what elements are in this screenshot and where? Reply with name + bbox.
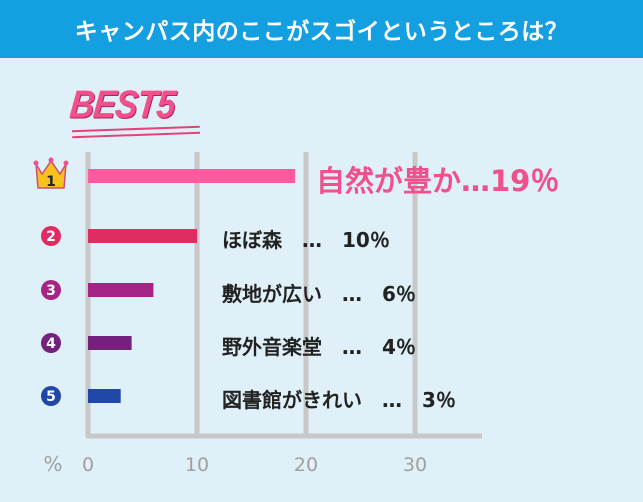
x-tick-label-2: 20 — [294, 454, 318, 476]
bar-1 — [88, 169, 296, 183]
bar-2 — [88, 229, 197, 243]
bar-label-4: 野外音楽堂 … 4％ — [222, 335, 416, 359]
bar-5 — [88, 389, 121, 403]
x-axis-unit: % — [43, 452, 62, 476]
rank-badge-3: 3 — [41, 280, 61, 300]
bar-label-3: 敷地が広い … 6％ — [222, 282, 416, 306]
crown-icon: 1 — [33, 157, 69, 190]
x-tick-label-0: 0 — [82, 454, 94, 476]
rank-badge-4: 4 — [41, 333, 61, 353]
bars — [88, 169, 296, 403]
bar-label-2: ほぼ森 … 10％ — [222, 228, 390, 252]
bar-label-1: 自然が豊か…19％ — [316, 164, 560, 198]
rank-badges: 1 2 3 4 5 — [33, 157, 69, 406]
bar-4 — [88, 336, 132, 350]
rank-number-4: 4 — [46, 336, 56, 352]
page-title: キャンパス内のここがスゴイというところは？ — [74, 19, 569, 45]
rank-number-1: 1 — [46, 174, 56, 190]
rank-number-5: 5 — [46, 389, 56, 405]
bar-label-5: 図書館がきれい … 3％ — [222, 388, 456, 412]
axis-ticks: % 0 10 20 30 — [43, 452, 427, 476]
rank-badge-5: 5 — [41, 386, 61, 406]
bar-3 — [88, 283, 154, 297]
x-tick-label-3: 30 — [403, 454, 427, 476]
x-tick-label-1: 10 — [185, 454, 209, 476]
rank-badge-2: 2 — [41, 226, 61, 246]
header-banner: キャンパス内のここがスゴイというところは？ — [0, 0, 643, 58]
rank-number-3: 3 — [46, 283, 56, 299]
rank-number-2: 2 — [46, 229, 56, 245]
